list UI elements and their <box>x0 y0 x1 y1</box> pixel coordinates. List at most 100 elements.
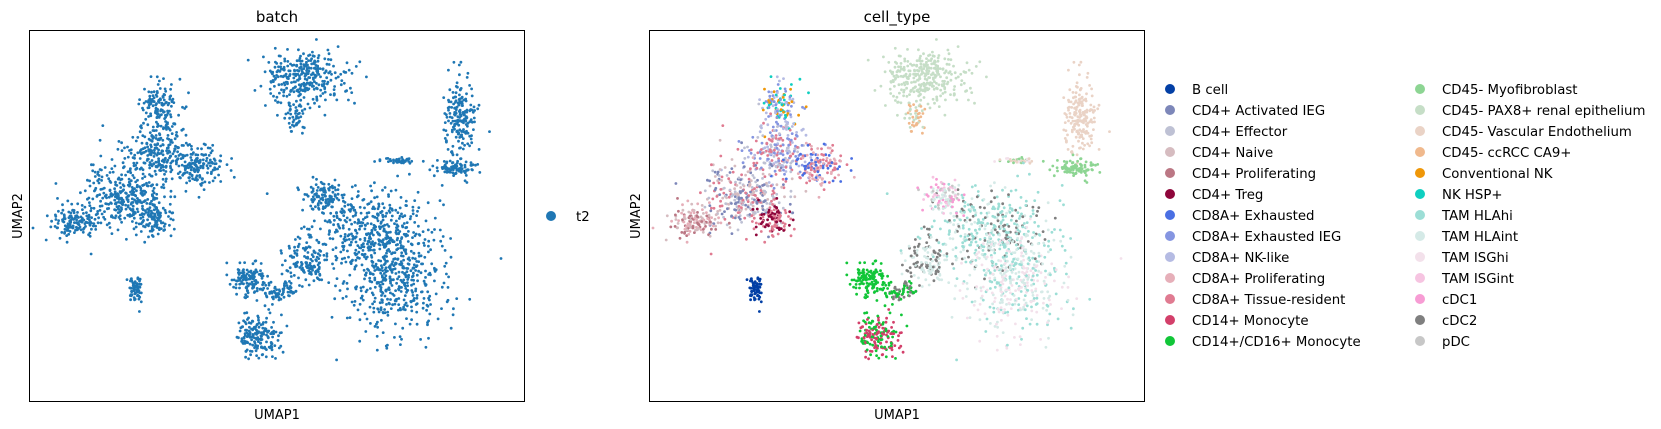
cell-point <box>138 277 142 281</box>
cell-point <box>165 146 169 150</box>
cell-point <box>700 220 704 223</box>
cell-point <box>310 253 314 257</box>
cell-point <box>789 170 793 174</box>
cell-point <box>297 90 301 94</box>
cell-point <box>162 229 166 232</box>
cell-point <box>131 135 135 139</box>
cell-point <box>137 297 141 301</box>
cell-point <box>328 194 332 198</box>
cell-point <box>278 91 281 95</box>
cell-point <box>952 88 956 91</box>
cell-point <box>751 204 755 208</box>
cell-point <box>345 220 348 224</box>
cell-point <box>1077 63 1081 67</box>
cell-point <box>149 75 153 78</box>
cell-point <box>443 121 447 124</box>
cell-point <box>782 110 785 114</box>
cell-point <box>254 349 258 353</box>
cell-point <box>188 171 192 175</box>
cell-point <box>779 166 783 170</box>
cell-point <box>769 112 772 116</box>
cell-point <box>830 161 834 165</box>
cell-point <box>461 119 464 122</box>
cell-point <box>736 207 740 211</box>
cell-point <box>252 291 256 294</box>
cell-point <box>804 164 808 168</box>
cell-point <box>272 80 275 83</box>
cell-point <box>1074 91 1078 95</box>
cell-point <box>81 228 85 231</box>
cell-point <box>416 242 420 246</box>
cell-point <box>388 265 392 269</box>
cell-point <box>785 149 788 153</box>
cell-point <box>1075 164 1079 168</box>
cell-point <box>669 225 673 229</box>
cell-point <box>286 60 290 63</box>
cell-point <box>772 135 775 139</box>
cell-point <box>190 158 194 162</box>
cell-point <box>101 196 105 200</box>
cell-point <box>302 82 306 85</box>
cell-point <box>695 214 699 218</box>
cell-point <box>336 45 340 48</box>
cell-point <box>293 245 296 249</box>
cell-point <box>402 298 406 302</box>
cell-point <box>1071 153 1075 157</box>
cell-point <box>276 113 279 117</box>
cell-point <box>919 115 923 119</box>
cell-point <box>110 158 114 161</box>
cell-point <box>294 112 297 115</box>
cell-point <box>110 167 114 171</box>
cell-point <box>358 318 362 322</box>
cell-point <box>906 111 910 115</box>
cell-point <box>329 93 332 96</box>
cell-point <box>241 278 245 282</box>
cell-point <box>292 80 296 84</box>
cell-point <box>131 174 135 177</box>
cell-point <box>353 101 356 105</box>
cell-point <box>784 177 788 181</box>
cell-point <box>902 90 906 94</box>
cell-point <box>826 166 830 170</box>
cell-point <box>151 125 155 129</box>
cell-point <box>352 208 356 212</box>
cell-point <box>750 214 754 218</box>
cell-point <box>424 219 428 223</box>
cell-point <box>387 160 390 164</box>
cell-point <box>763 192 766 196</box>
cell-point <box>203 180 207 184</box>
cell-point <box>363 206 366 210</box>
cell-point <box>445 170 449 174</box>
cell-point <box>788 128 792 132</box>
cell-point <box>460 102 464 106</box>
cell-point <box>686 222 690 226</box>
cell-point <box>795 131 798 134</box>
cell-point <box>245 268 249 272</box>
cell-point <box>420 290 424 294</box>
cell-point <box>132 176 136 180</box>
cell-point <box>763 87 766 91</box>
cell-point <box>72 211 76 215</box>
cell-point <box>161 138 165 142</box>
cell-point <box>269 80 273 84</box>
cell-point <box>73 221 76 225</box>
cell-point <box>344 90 347 93</box>
cell-point <box>225 261 229 265</box>
cell-point <box>393 251 397 255</box>
cell-point <box>323 219 327 223</box>
cell-point <box>343 204 347 208</box>
cell-point <box>422 279 426 283</box>
cell-point <box>342 248 345 252</box>
cell-point <box>334 76 338 80</box>
cell-point <box>905 94 909 98</box>
cell-point <box>710 227 713 231</box>
cell-point <box>772 155 776 158</box>
cell-point <box>433 279 436 283</box>
cell-point <box>884 104 887 107</box>
cell-point <box>305 241 309 245</box>
cell-point <box>147 181 151 184</box>
cell-point <box>399 290 403 293</box>
cell-point <box>754 233 758 237</box>
cell-point <box>324 243 328 247</box>
cell-point <box>436 317 440 321</box>
